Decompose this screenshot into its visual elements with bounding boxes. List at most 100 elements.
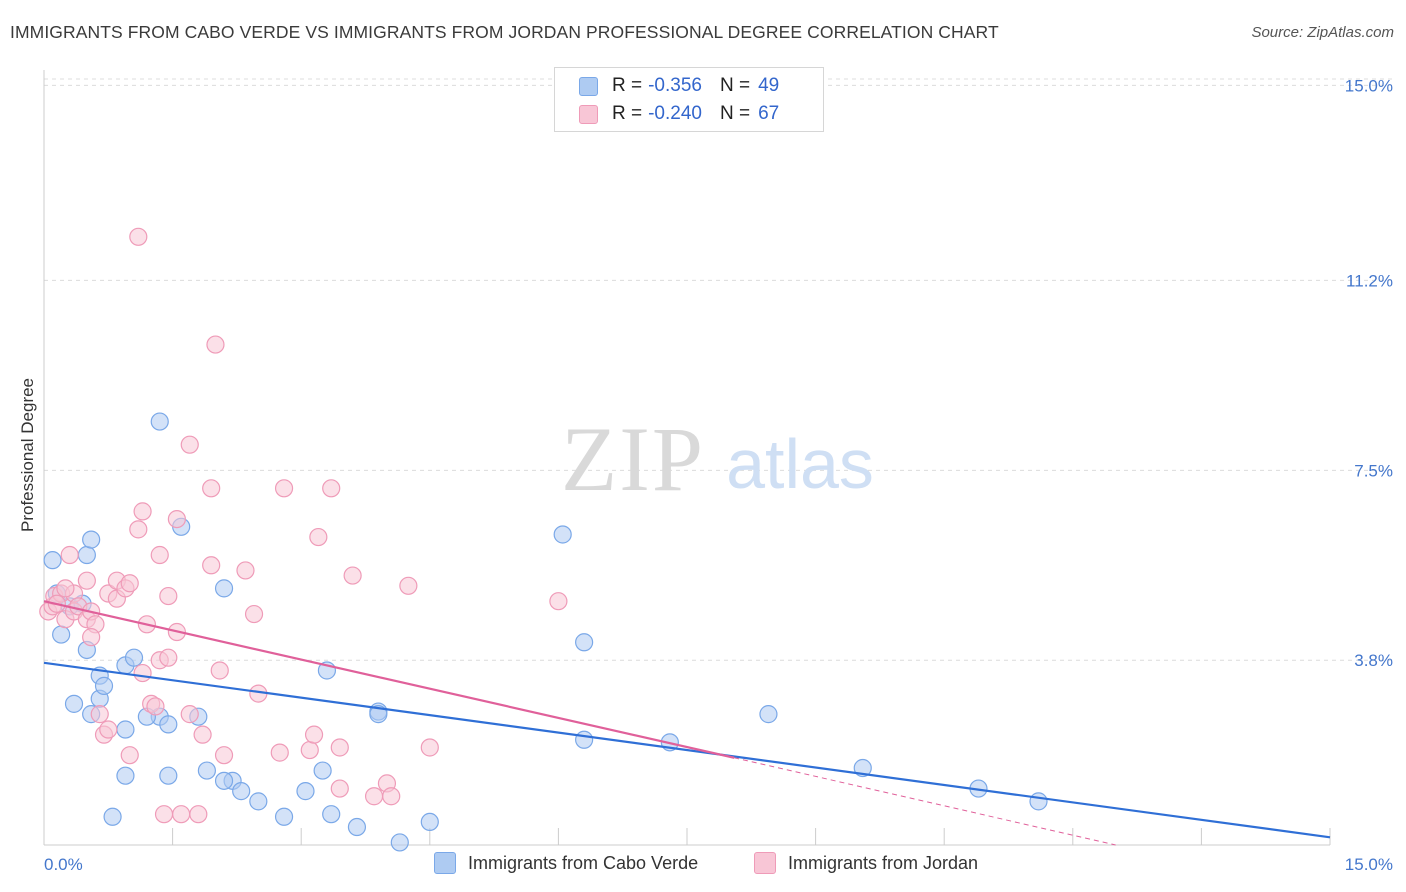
- cabo-verde-point: [214, 579, 234, 598]
- cabo-verde-points: [43, 412, 1048, 852]
- jordan-point: [120, 574, 139, 593]
- cabo-verde-point: [94, 676, 114, 695]
- jordan-point: [82, 628, 101, 647]
- jordan-points: [39, 227, 568, 824]
- cabo-verde-point: [103, 807, 122, 826]
- jordan-point: [300, 740, 319, 760]
- cabo-verde-point: [575, 633, 594, 652]
- jordan-point: [236, 561, 255, 580]
- watermark-atlas: atlas: [726, 425, 874, 503]
- cabo-verde-point: [116, 720, 135, 739]
- n-value: 49: [758, 75, 780, 96]
- jordan-point: [270, 743, 289, 762]
- r-value: -0.240: [648, 103, 702, 124]
- cabo-verde-point: [159, 766, 178, 785]
- jordan-point: [159, 586, 178, 606]
- trend-lines: [43, 600, 1331, 846]
- cabo-verde-swatch: [579, 76, 598, 96]
- jordan-point: [133, 663, 152, 683]
- cabo-verde-legend-label: Immigrants from Cabo Verde: [468, 852, 699, 873]
- jordan-trend-extension: [734, 757, 1116, 846]
- jordan-point: [90, 705, 109, 724]
- cabo-verde-point: [274, 807, 294, 826]
- jordan-point: [549, 592, 568, 611]
- y-tick-label: 15.0%: [1345, 76, 1393, 95]
- jordan-point: [189, 805, 208, 824]
- jordan-point: [193, 725, 212, 744]
- jordan-point: [309, 527, 328, 547]
- jordan-point: [146, 697, 165, 716]
- jordan-point: [343, 566, 362, 585]
- cabo-verde-point: [390, 833, 409, 852]
- y-tick-label: 7.5%: [1354, 461, 1393, 480]
- cabo-verde-point: [553, 525, 572, 544]
- jordan-point: [99, 720, 118, 739]
- series-legend: Immigrants from Cabo Verde Immigrants fr…: [0, 852, 1406, 876]
- cabo-verde-point: [82, 530, 101, 549]
- jordan-point: [56, 579, 75, 598]
- jordan-point: [244, 604, 264, 624]
- cabo-verde-point: [150, 412, 169, 431]
- cabo-verde-point: [322, 805, 341, 824]
- jordan-point: [129, 227, 148, 246]
- jordan-point: [167, 509, 186, 529]
- jordan-point: [202, 556, 221, 575]
- jordan-point: [420, 738, 439, 757]
- cabo-verde-point: [232, 782, 251, 801]
- cabo-verde-point: [214, 771, 234, 790]
- jordan-point: [206, 335, 225, 354]
- legend-row-jordan: R = -0.240 N = 67: [579, 102, 779, 126]
- legend-item-jordan[interactable]: Immigrants from Jordan: [754, 852, 978, 874]
- jordan-point: [330, 738, 349, 757]
- jordan-swatch: [579, 104, 598, 124]
- jordan-point: [60, 545, 79, 565]
- jordan-point: [364, 787, 384, 806]
- x-tick-label: 0.0%: [44, 855, 83, 874]
- cabo-verde-point: [159, 715, 178, 734]
- jordan-point: [330, 779, 349, 798]
- cabo-verde-point: [575, 730, 594, 749]
- jordan-legend-swatch: [754, 852, 776, 874]
- r-value: -0.356: [648, 75, 702, 96]
- r-label: R =: [612, 75, 643, 96]
- jordan-point: [399, 576, 418, 595]
- n-value: 67: [758, 103, 780, 124]
- cabo-verde-point: [52, 625, 71, 644]
- cabo-verde-trend-line: [43, 661, 1331, 839]
- cabo-verde-point: [77, 545, 96, 565]
- watermark-zip: ZIP: [561, 408, 705, 510]
- jordan-point: [154, 805, 174, 824]
- cabo-verde-point: [249, 792, 268, 811]
- cabo-verde-point: [420, 812, 439, 832]
- jordan-point: [322, 479, 341, 498]
- jordan-trend-line: [43, 600, 735, 759]
- jordan-point: [133, 502, 152, 521]
- jordan-point: [129, 520, 148, 539]
- r-label: R =: [612, 103, 643, 124]
- jordan-point: [214, 746, 234, 765]
- source-note: Source: ZipAtlas.com: [1251, 24, 1394, 41]
- jordan-point: [120, 746, 139, 765]
- jordan-point: [159, 648, 178, 667]
- cabo-verde-point: [197, 761, 216, 780]
- cabo-verde-point: [347, 817, 367, 837]
- x-tick-label: 15.0%: [1345, 855, 1393, 874]
- cabo-verde-point: [43, 551, 62, 570]
- jordan-point: [382, 787, 401, 806]
- cabo-verde-point: [124, 648, 144, 667]
- legend-item-cabo-verde[interactable]: Immigrants from Cabo Verde: [434, 852, 698, 874]
- jordan-legend-label: Immigrants from Jordan: [788, 852, 979, 873]
- cabo-verde-point: [759, 705, 778, 724]
- jordan-point: [180, 705, 199, 724]
- y-tick-label: 3.8%: [1354, 651, 1393, 670]
- jordan-point: [202, 479, 221, 498]
- jordan-point: [150, 545, 169, 565]
- cabo-verde-point: [369, 705, 388, 724]
- cabo-verde-point: [64, 694, 84, 713]
- cabo-verde-point: [116, 766, 135, 785]
- jordan-point: [172, 805, 191, 824]
- jordan-point: [180, 435, 199, 454]
- tick-labels: 15.0% 11.2% 7.5% 3.8% 0.0% 15.0%: [44, 76, 1393, 874]
- cabo-verde-point: [296, 782, 315, 801]
